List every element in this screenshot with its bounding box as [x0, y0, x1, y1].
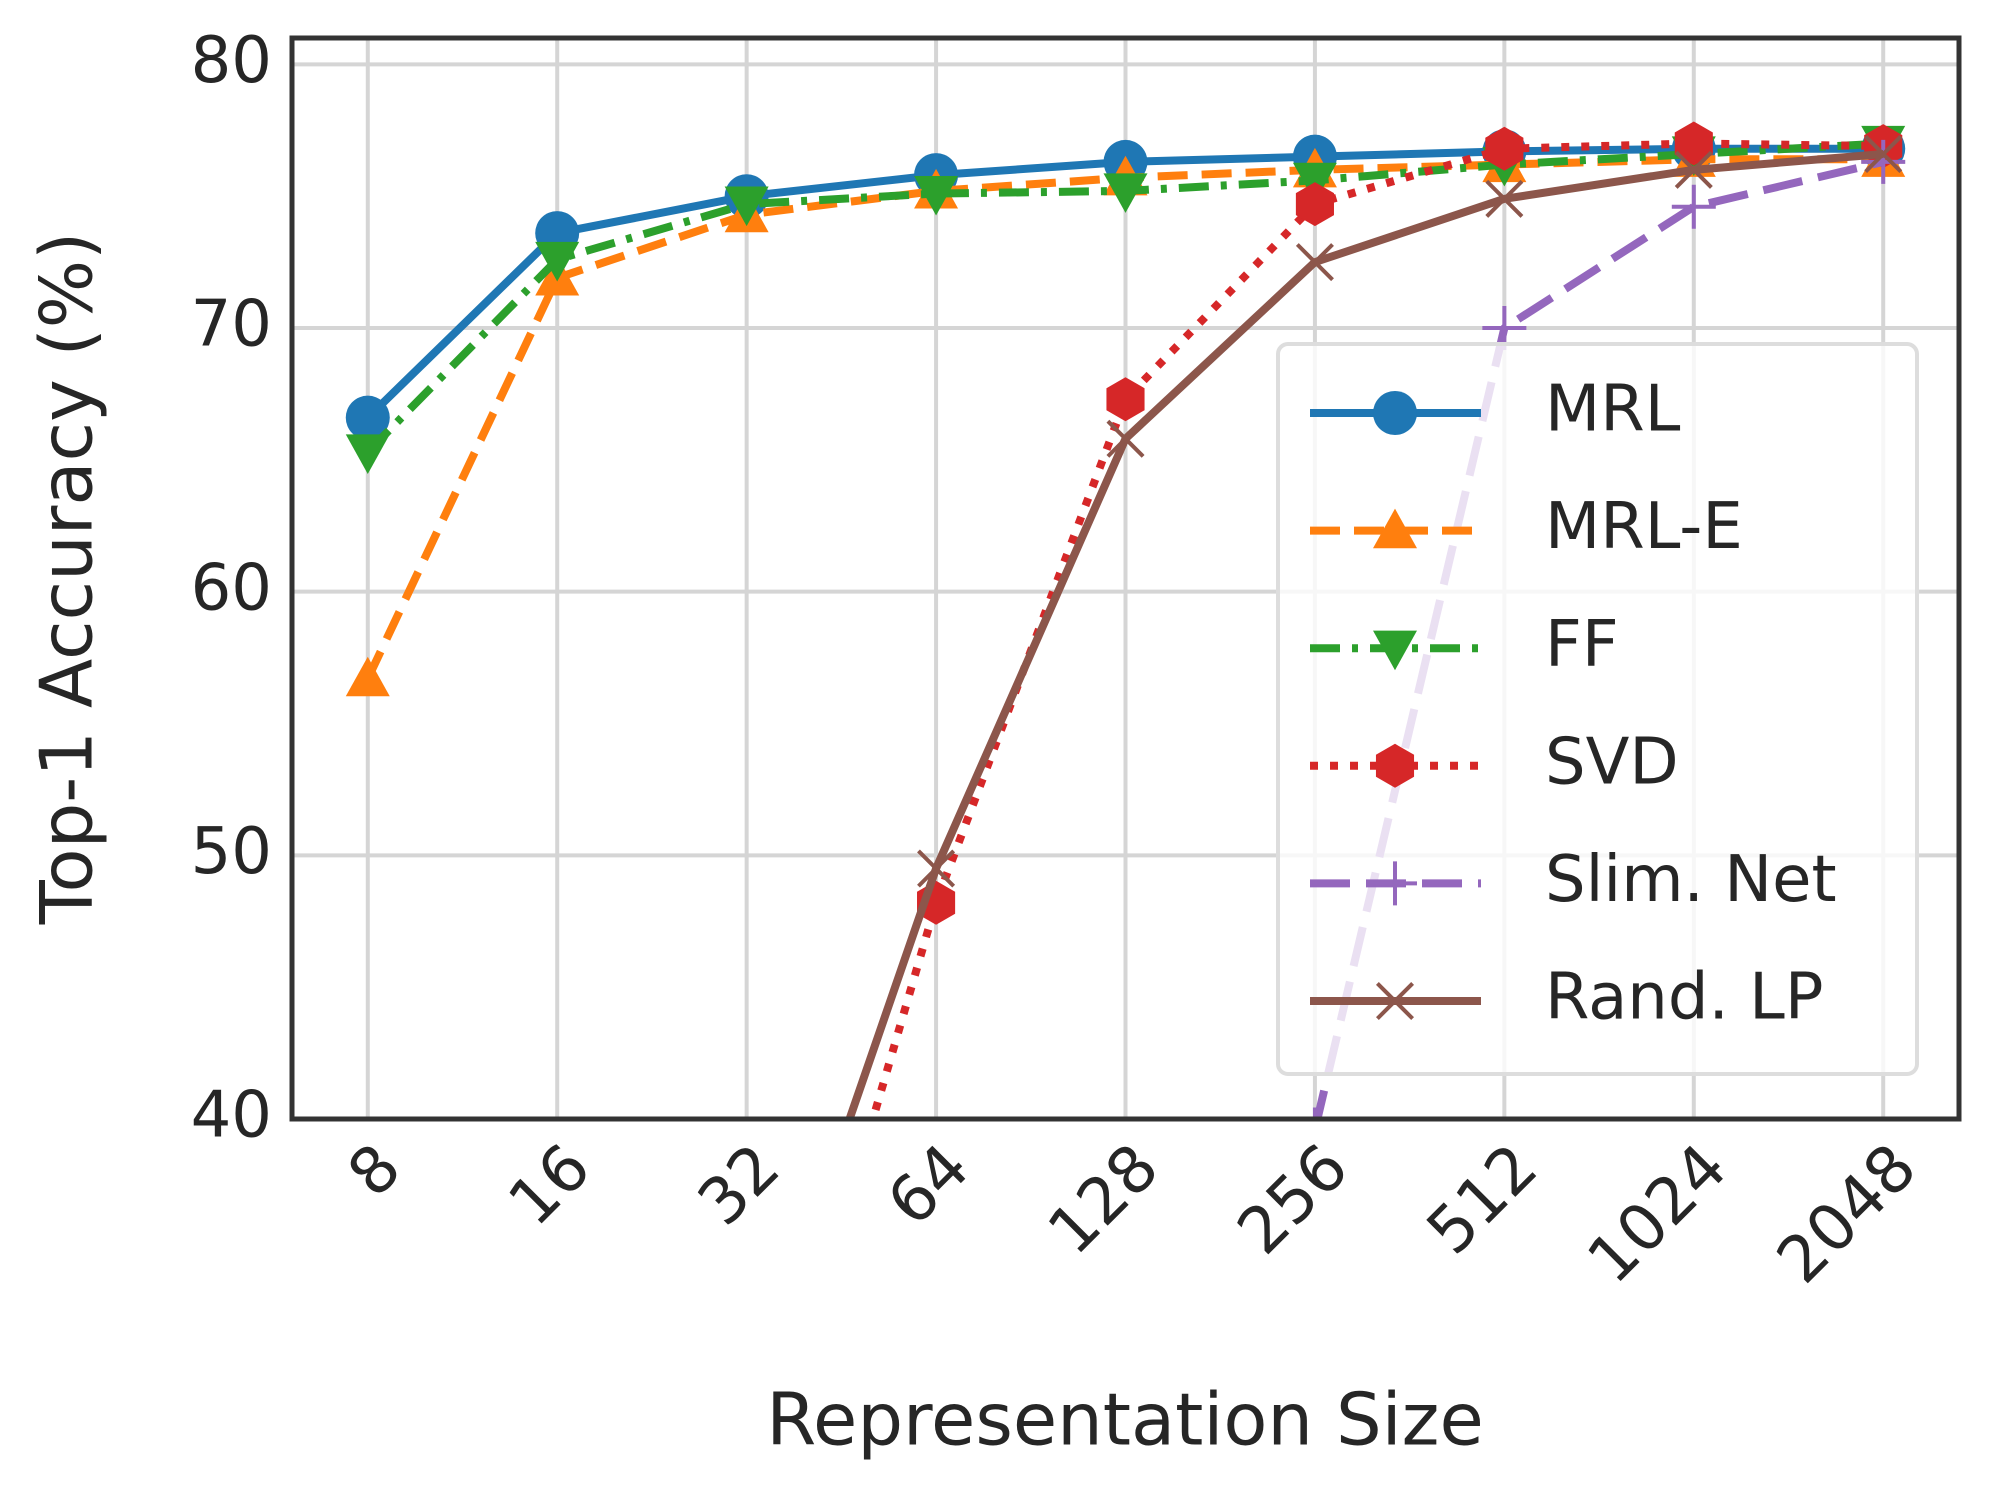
marker: [1671, 184, 1716, 229]
marker: [1674, 150, 1713, 189]
legend-box: [1276, 342, 1919, 1076]
marker: [724, 186, 769, 227]
marker: [1861, 139, 1906, 184]
x-tick-label: 128: [1035, 1130, 1174, 1269]
marker: [1295, 243, 1334, 282]
marker: [1295, 182, 1334, 227]
marker: [1373, 861, 1417, 906]
axes-frame: [289, 35, 1962, 1122]
x-tick-label: 16: [495, 1130, 605, 1240]
marker: [1312, 1107, 1317, 1119]
marker: [729, 1399, 764, 1434]
marker: [1106, 419, 1145, 458]
marker: [1373, 391, 1417, 435]
marker: [1485, 179, 1524, 218]
y-tick-label: 50: [191, 815, 272, 889]
marker: [1864, 134, 1903, 174]
marker: [1373, 508, 1417, 549]
x-tick-label: 32: [684, 1130, 794, 1240]
y-tick-label: 70: [191, 288, 272, 362]
marker: [1106, 377, 1145, 422]
marker: [1674, 121, 1713, 166]
x-tick-label: 256: [1224, 1130, 1363, 1269]
x-tick-label: 64: [874, 1130, 984, 1240]
x-tick-label: 1024: [1574, 1130, 1741, 1297]
marker: [1373, 630, 1417, 671]
legend-label: FF: [1545, 608, 1619, 682]
marker: [345, 656, 390, 697]
y-tick-label: 60: [191, 551, 272, 625]
marker: [1375, 981, 1415, 1021]
legend: MRL MRL-E FF SVD Slim. Net Rand. LP: [1276, 342, 1919, 1076]
y-tick-label: 80: [191, 24, 272, 98]
x-tick-label: 2048: [1763, 1130, 1930, 1297]
x-axis-label: Representation Size: [766, 1378, 1484, 1462]
marker: [914, 175, 959, 216]
x-tick-label: 512: [1413, 1130, 1552, 1269]
marker: [917, 849, 956, 888]
marker: [345, 395, 390, 440]
legend-label: MRL-E: [1545, 490, 1743, 564]
legend-label: Rand. LP: [1545, 961, 1823, 1035]
legend-label: SVD: [1545, 725, 1679, 799]
marker: [535, 241, 580, 282]
legend-label: MRL: [1545, 373, 1681, 447]
marker: [1485, 126, 1524, 171]
legend-label: Slim. Net: [1545, 843, 1837, 917]
x-tick-label: 8: [334, 1130, 415, 1211]
marker: [345, 434, 390, 474]
marker: [1103, 173, 1148, 213]
y-tick-label: 40: [191, 1079, 272, 1153]
marker: [1375, 743, 1415, 788]
y-axis-label: Top-1 Accuracy (%): [25, 232, 109, 925]
